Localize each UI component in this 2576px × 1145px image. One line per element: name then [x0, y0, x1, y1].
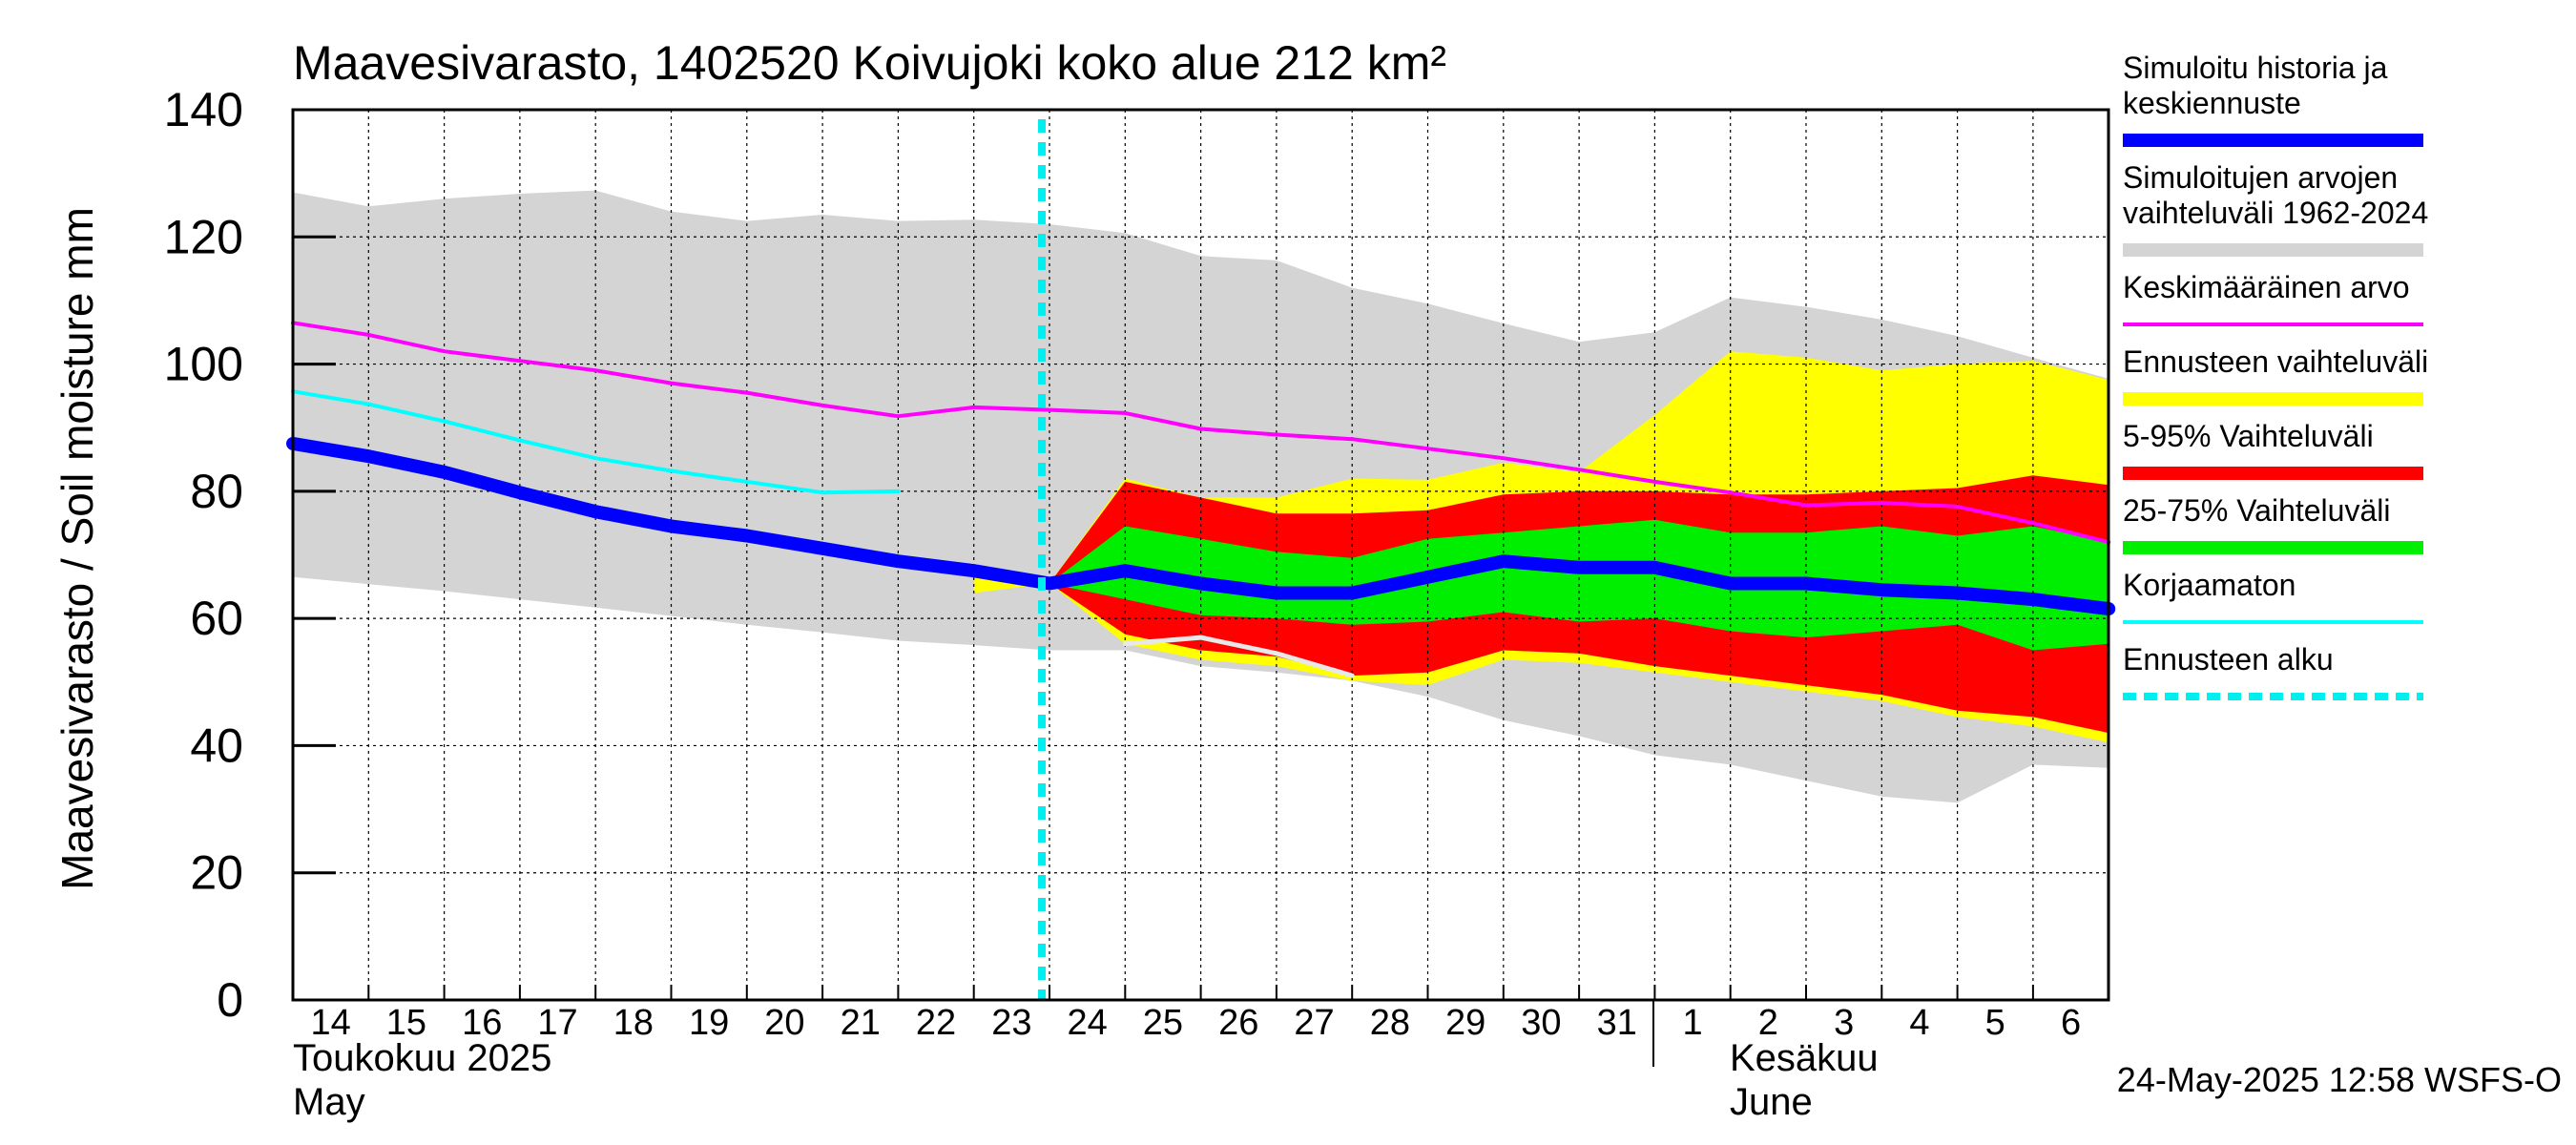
x-tick-label: 20	[764, 1003, 804, 1043]
x-axis: 14 15 16 17 18 19 20 21 22 23 24 25 26 27 28 29 30 31 1 2 3 4…	[292, 985, 2081, 1043]
legend-label-1: Simuloitujen arvojen	[2123, 160, 2398, 195]
x-tick-label: 3	[1834, 1003, 1854, 1043]
x-tick-label: 6	[2061, 1003, 2081, 1043]
x-tick-label: 16	[462, 1003, 502, 1043]
x-tick-label: 14	[311, 1003, 351, 1043]
month-label-june-fi: Kesäkuu	[1730, 1037, 1879, 1079]
legend-label-7: Ennusteen alku	[2123, 642, 2334, 677]
y-tick-label: 100	[164, 338, 243, 391]
x-tick-label: 4	[1909, 1003, 1929, 1043]
y-tick-label: 120	[164, 210, 243, 263]
series-line-1	[291, 321, 2111, 545]
month-label-may-fi: Toukokuu 2025	[293, 1037, 551, 1079]
x-tick-label: 1	[1682, 1003, 1702, 1043]
legend-label-0: keskiennuste	[2123, 86, 2301, 120]
x-tick-label: 5	[1985, 1003, 2005, 1043]
legend-label-3: Ennusteen vaihteluväli	[2123, 344, 2428, 379]
y-tick-label: 20	[190, 846, 243, 900]
plot-area	[286, 108, 2116, 1002]
x-tick-label: 29	[1445, 1003, 1485, 1043]
x-tick-label: 27	[1294, 1003, 1334, 1043]
series-line-3	[1122, 635, 1355, 678]
chart-title: Maavesivarasto, 1402520 Koivujoki koko a…	[293, 36, 1446, 90]
legend-label-2: Keskimääräinen arvo	[2123, 270, 2410, 304]
x-tick-label: 15	[386, 1003, 426, 1043]
series-lines	[286, 321, 2116, 678]
x-tick-label: 31	[1597, 1003, 1637, 1043]
x-tick-label: 18	[613, 1003, 654, 1043]
grid-lines	[293, 110, 2109, 1000]
x-tick-label: 26	[1218, 1003, 1258, 1043]
legend-label-0: Simuloitu historia ja	[2123, 51, 2388, 85]
x-tick-label: 2	[1758, 1003, 1778, 1043]
month-label-june-en: June	[1730, 1081, 1813, 1123]
x-tick-label: 24	[1068, 1003, 1108, 1043]
y-tick-label: 40	[190, 718, 243, 772]
series-line-2	[291, 389, 901, 495]
legend-label-5: 25-75% Vaihteluväli	[2123, 493, 2390, 528]
x-tick-label: 22	[916, 1003, 956, 1043]
x-tick-label: 17	[537, 1003, 577, 1043]
legend-label-6: Korjaamaton	[2123, 568, 2296, 602]
y-tick-label: 80	[190, 465, 243, 518]
x-tick-label: 28	[1370, 1003, 1410, 1043]
y-tick-label: 0	[217, 973, 243, 1027]
x-tick-label: 30	[1521, 1003, 1561, 1043]
x-tick-label: 19	[689, 1003, 729, 1043]
x-tick-label: 25	[1143, 1003, 1183, 1043]
y-axis: 0 20 40 60 80 100 120 140	[164, 83, 336, 1027]
y-tick-label: 140	[164, 83, 243, 136]
y-axis-label: Maavesivarasto / Soil moisture mm	[52, 207, 102, 890]
x-tick-label: 21	[841, 1003, 881, 1043]
month-label-may-en: May	[293, 1081, 365, 1123]
footer-timestamp: 24-May-2025 12:58 WSFS-O	[2117, 1060, 2562, 1099]
y-tick-label: 60	[190, 592, 243, 645]
legend-label-4: 5-95% Vaihteluväli	[2123, 419, 2374, 453]
series-line-0	[286, 436, 2116, 616]
legend-label-1: vaihteluväli 1962-2024	[2123, 196, 2428, 230]
x-tick-label: 23	[991, 1003, 1031, 1043]
